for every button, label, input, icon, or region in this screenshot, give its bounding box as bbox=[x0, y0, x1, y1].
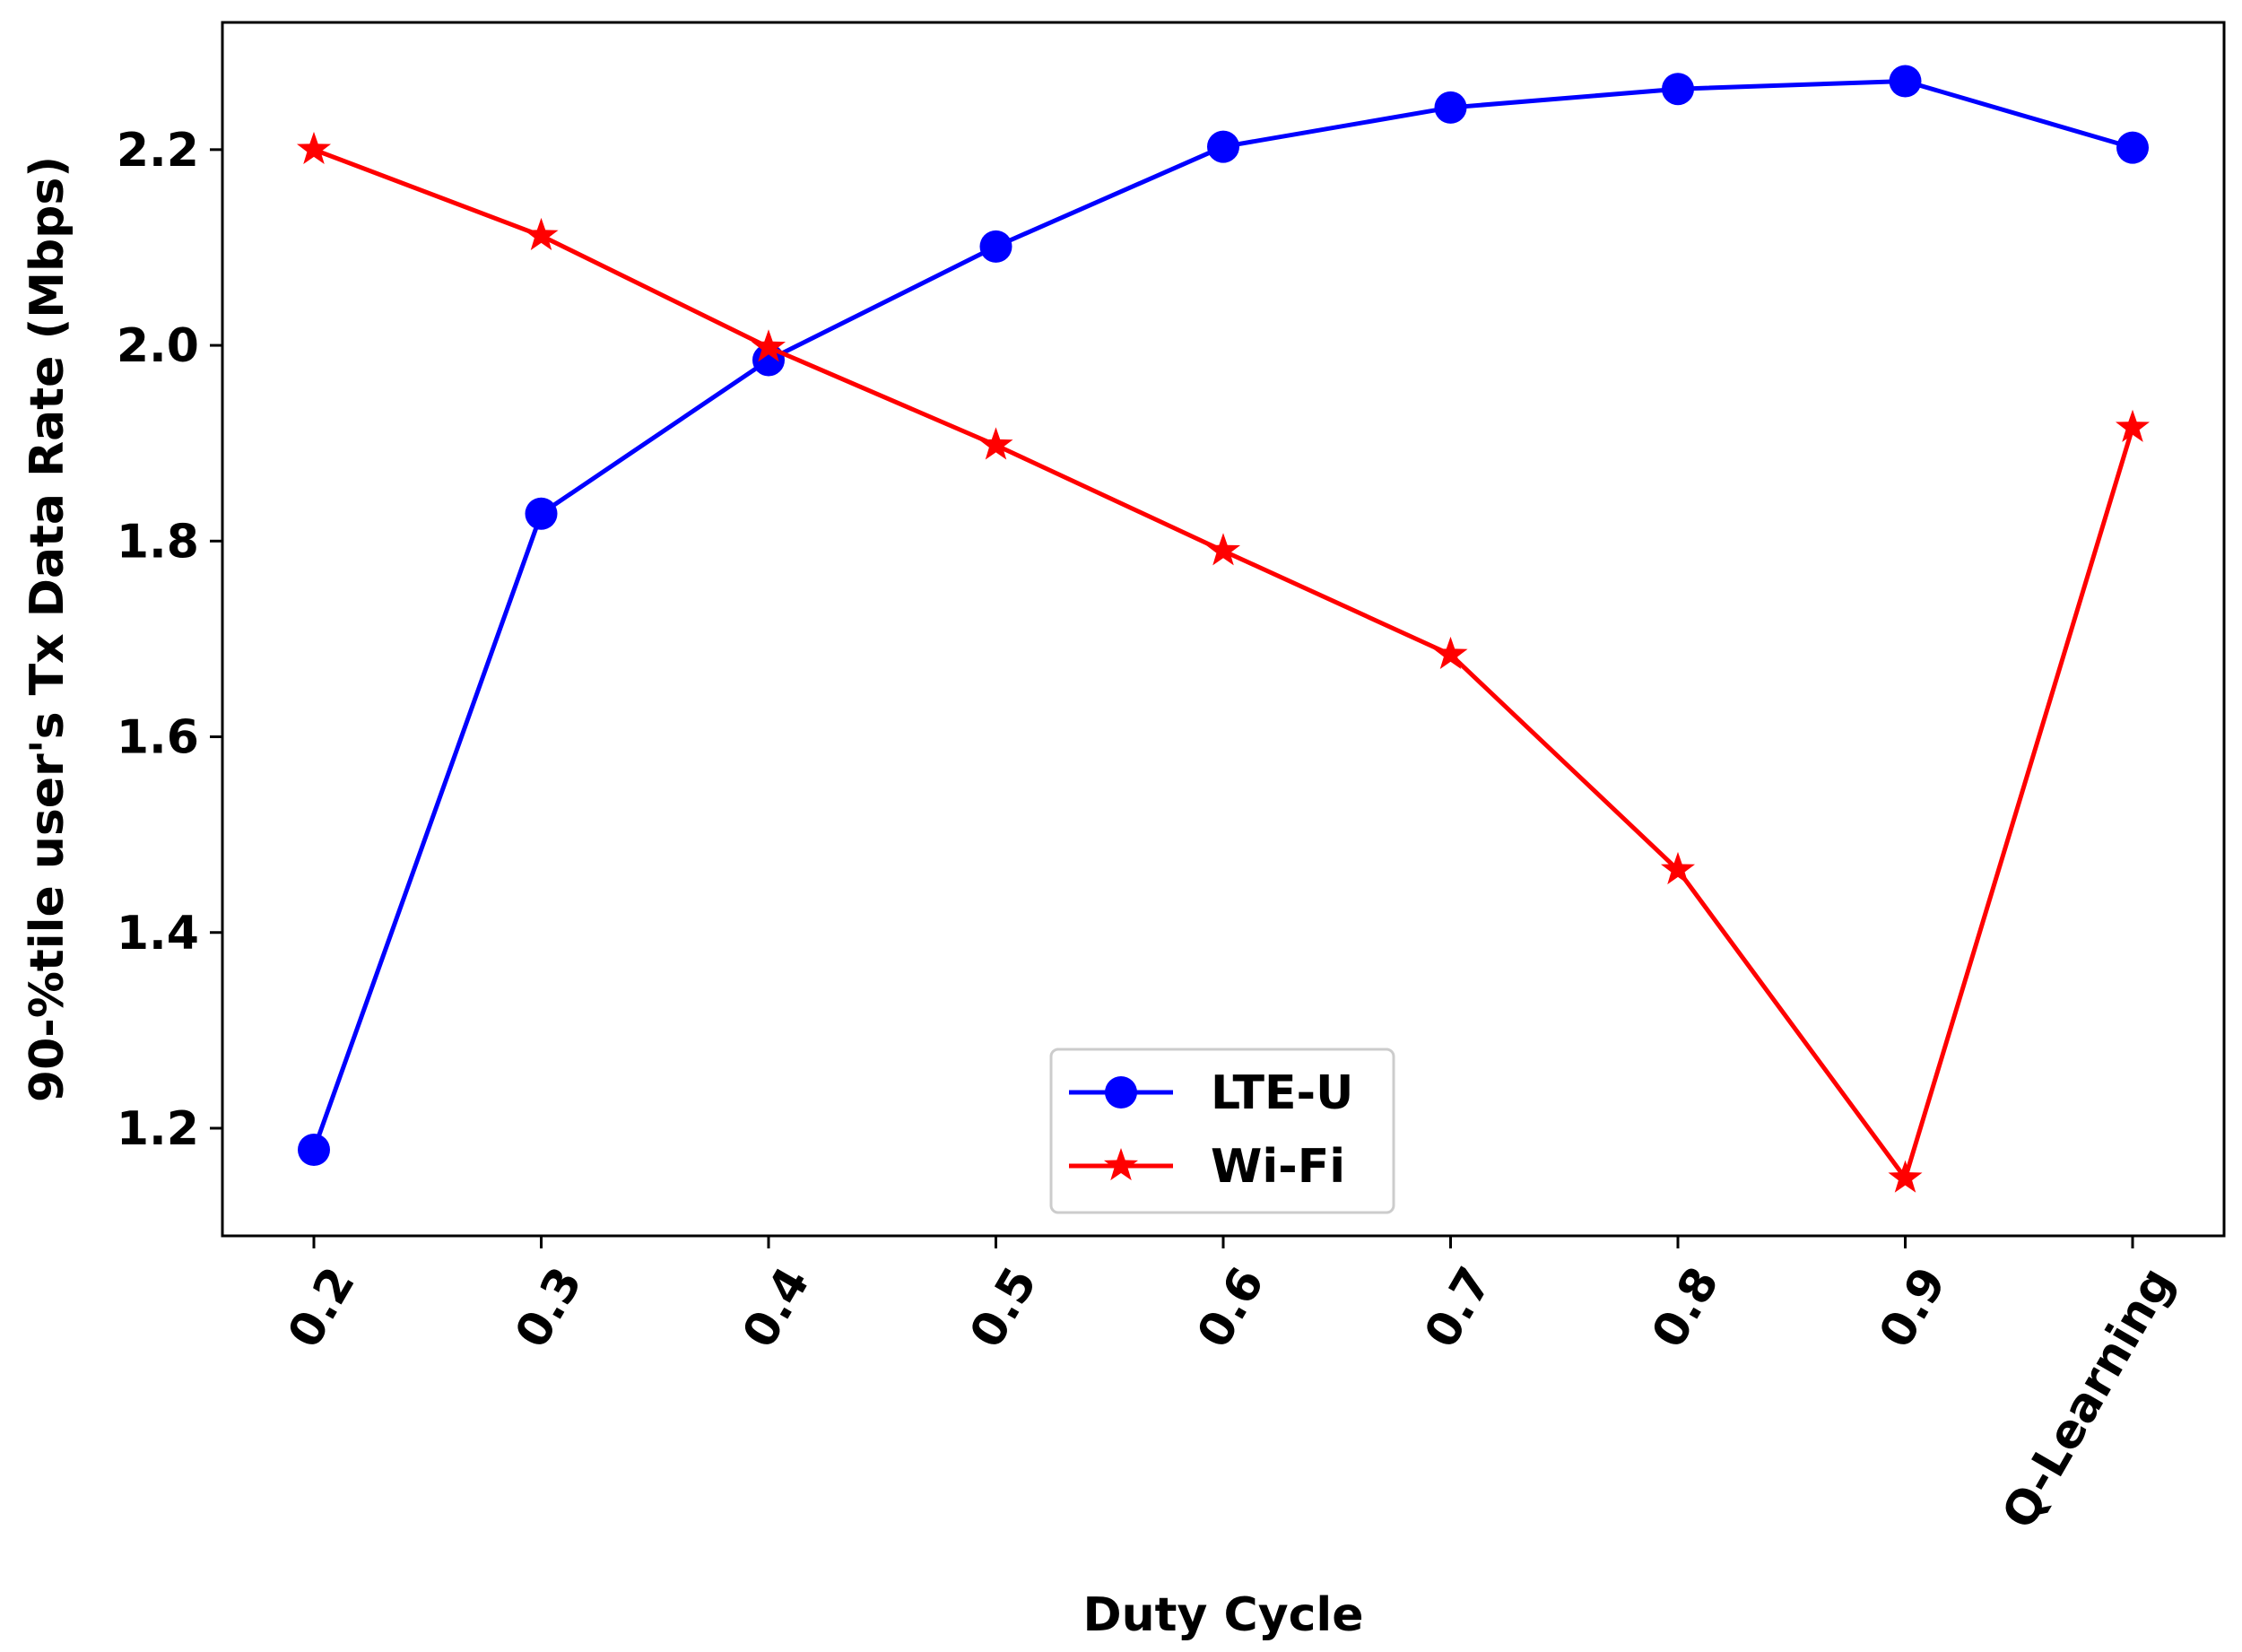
data-point bbox=[525, 497, 558, 530]
data-point bbox=[979, 230, 1012, 263]
data-point bbox=[1662, 73, 1694, 106]
legend-marker bbox=[1103, 1148, 1139, 1181]
y-tick-label: 2.2 bbox=[117, 124, 199, 178]
data-point bbox=[298, 1133, 330, 1166]
series-wi-fi bbox=[296, 131, 2151, 1193]
series-layer bbox=[296, 65, 2151, 1193]
data-point bbox=[1207, 130, 1239, 163]
data-point bbox=[1888, 1160, 1923, 1193]
legend-entry: LTE-U bbox=[1069, 1066, 1353, 1120]
legend-label: Wi-Fi bbox=[1211, 1140, 1345, 1194]
data-point bbox=[1660, 851, 1696, 885]
data-point bbox=[2116, 131, 2149, 164]
y-tick-label: 1.4 bbox=[117, 907, 199, 961]
x-axis-label: Duty Cycle bbox=[1082, 1588, 1363, 1642]
y-tick-label: 2.0 bbox=[117, 319, 199, 373]
legend-marker bbox=[1105, 1076, 1137, 1109]
legend-entry: Wi-Fi bbox=[1069, 1140, 1345, 1194]
data-point bbox=[2115, 409, 2151, 442]
y-tick-label: 1.6 bbox=[117, 711, 199, 765]
data-point bbox=[1433, 636, 1468, 670]
legend-label: LTE-U bbox=[1211, 1066, 1353, 1120]
y-tick-label: 1.2 bbox=[117, 1102, 199, 1156]
y-axis: 1.2 1.4 1.6 1.8 2.0 2.2 bbox=[117, 124, 222, 1156]
legend: LTE-U Wi-Fi bbox=[1049, 1048, 1395, 1214]
data-point bbox=[524, 217, 559, 251]
data-point bbox=[751, 329, 786, 362]
data-point bbox=[1889, 65, 1922, 98]
y-tick-label: 1.8 bbox=[117, 515, 199, 569]
data-point bbox=[1434, 91, 1467, 124]
data-point bbox=[1205, 533, 1241, 566]
data-point bbox=[296, 131, 332, 165]
y-axis-label: 90-%tile user's Tx Data Rate (Mbps) bbox=[21, 156, 74, 1102]
data-point bbox=[978, 427, 1013, 460]
